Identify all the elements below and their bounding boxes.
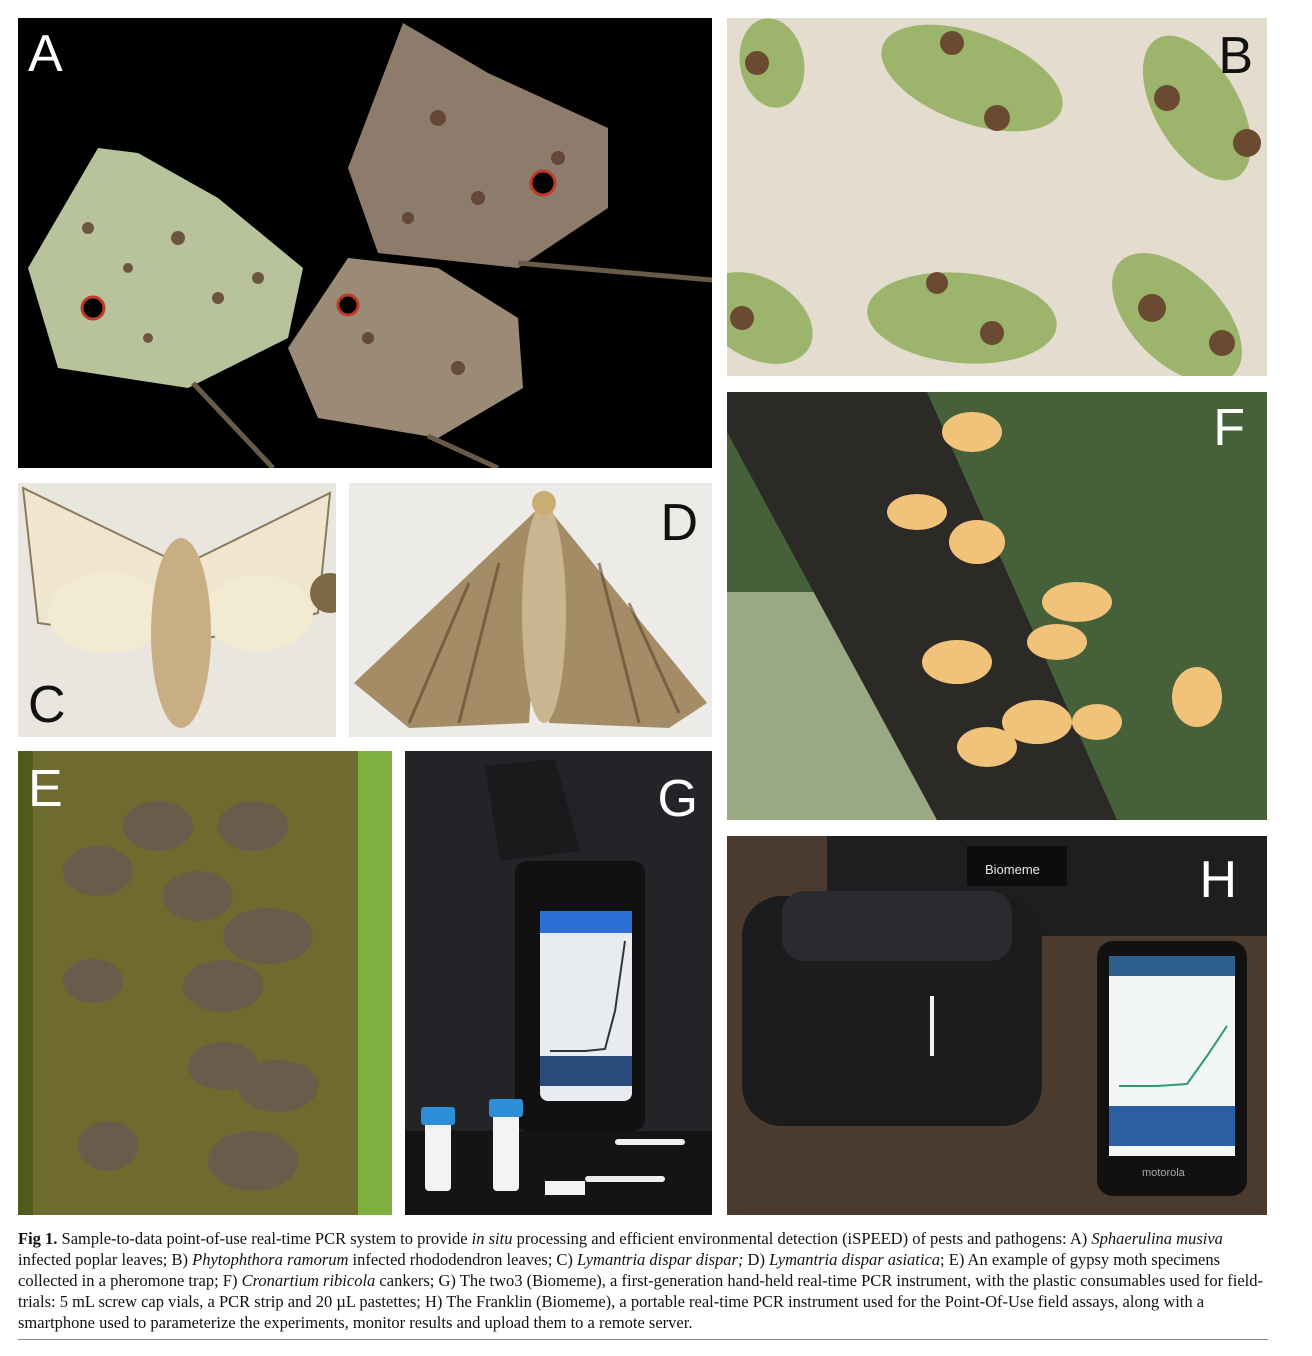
- panel-f-cankers: F: [727, 392, 1267, 820]
- caption-text-f: cankers; G) The two3 (Biomeme), a first-…: [18, 1271, 1264, 1332]
- panel-b-rhododendron-leaves: B: [727, 18, 1267, 376]
- panel-e-illustration: [18, 751, 392, 1215]
- caption-text-d: ; E) An example of gypsy moth specimens …: [18, 1250, 1221, 1290]
- panel-label-b: B: [1218, 27, 1253, 85]
- caption-text-c: D): [743, 1250, 770, 1269]
- phone-brand-label: motorola: [1142, 1167, 1185, 1179]
- caption-text-2: processing and efficient environmental d…: [512, 1229, 1092, 1248]
- caption-in-situ: in situ: [471, 1229, 513, 1248]
- caption-divider: [18, 1339, 1268, 1340]
- caption-lead: Fig 1.: [18, 1229, 58, 1248]
- panel-h-illustration: [727, 836, 1267, 1215]
- panel-label-a: A: [28, 25, 63, 83]
- panel-label-f: F: [1213, 399, 1245, 457]
- panel-c-moth: C: [18, 483, 336, 737]
- panel-b-illustration: [727, 18, 1267, 376]
- biomeme-case-label: Biomeme: [985, 862, 1040, 877]
- caption-species-f: Cronartium ribicola: [241, 1271, 376, 1290]
- panel-label-h: H: [1199, 851, 1237, 909]
- panel-a-poplar-leaves: A: [18, 18, 712, 468]
- panel-a-illustration: [18, 18, 712, 468]
- panel-c-illustration: [18, 483, 336, 737]
- panel-e-pheromone-trap: E: [18, 751, 392, 1215]
- caption-species-c: Lymantria dispar dispar;: [577, 1250, 744, 1269]
- panel-label-e: E: [28, 760, 63, 818]
- caption-species-a: Sphaerulina musiva: [1091, 1229, 1223, 1248]
- panel-f-illustration: [727, 392, 1267, 820]
- caption-text-1: Sample-to-data point-of-use real-time PC…: [57, 1229, 472, 1248]
- panel-label-c: C: [28, 676, 66, 734]
- panel-label-d: D: [660, 494, 698, 552]
- panel-h-franklin-instrument: Biomeme motorola H: [727, 836, 1267, 1215]
- caption-species-d: Lymantria dispar asiatica: [769, 1250, 941, 1269]
- caption-text-b: infected rhododendron leaves; C): [348, 1250, 578, 1269]
- caption-text-a: infected poplar leaves; B): [18, 1250, 193, 1269]
- caption-species-b: Phytophthora ramorum: [192, 1250, 349, 1269]
- panel-g-illustration: [405, 751, 712, 1215]
- panel-d-illustration: [349, 483, 712, 737]
- figure-caption: Fig 1. Sample-to-data point-of-use real-…: [18, 1228, 1268, 1333]
- panel-g-two3-instrument: G: [405, 751, 712, 1215]
- panel-label-g: G: [657, 770, 698, 828]
- panel-d-moth: D: [349, 483, 712, 737]
